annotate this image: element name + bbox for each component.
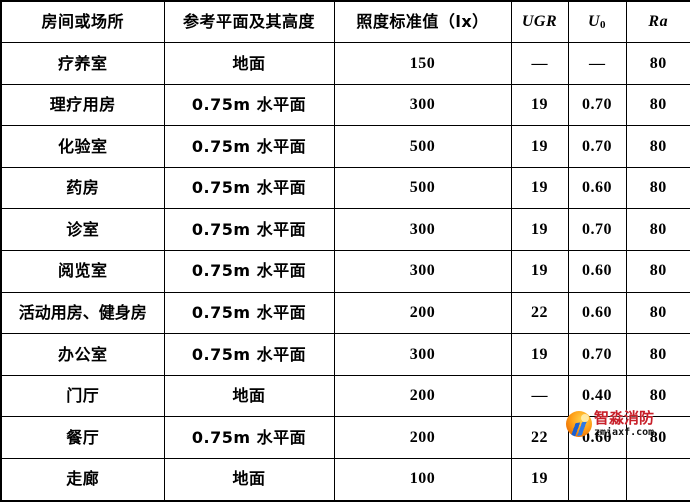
cell-u0: 0.70 — [567, 125, 627, 168]
cell-room: 活动用房、健身房 — [0, 291, 165, 335]
cell-plane: 0.75m 水平面 — [163, 83, 335, 127]
cell-ugr: 22 — [510, 291, 569, 335]
cell-room: 诊室 — [0, 208, 165, 251]
cell-lux: 500 — [333, 166, 512, 210]
column-header-room: 房间或场所 — [0, 0, 165, 43]
cell-u0: 0.70 — [567, 83, 627, 127]
u0-subscript: 0 — [600, 19, 607, 32]
cell-ugr: 19 — [510, 333, 569, 376]
cell-plane: 0.75m 水平面 — [163, 333, 335, 376]
cell-u0: 0.60 — [567, 249, 627, 293]
cell-room: 门厅 — [0, 374, 165, 418]
table-row: 药房 0.75m 水平面 500 19 0.60 80 — [0, 166, 690, 210]
cell-ugr: 19 — [510, 457, 569, 502]
table-row: 办公室 0.75m 水平面 300 19 0.70 80 — [0, 333, 690, 376]
cell-lux: 200 — [333, 291, 512, 335]
table-body: 疗养室 地面 150 — — 80 理疗用房 0.75m 水平面 300 19 … — [0, 42, 690, 502]
cell-lux: 500 — [333, 125, 512, 168]
cell-ra: 80 — [625, 83, 690, 127]
cell-plane: 地面 — [163, 457, 335, 502]
cell-ugr: 19 — [510, 83, 569, 127]
cell-u0: 0.60 — [567, 291, 627, 335]
cell-ra: 80 — [625, 42, 690, 85]
cell-room: 办公室 — [0, 333, 165, 376]
cell-room: 餐厅 — [0, 416, 165, 459]
cell-room: 药房 — [0, 166, 165, 210]
cell-room: 理疗用房 — [0, 83, 165, 127]
cell-u0: 0.70 — [567, 208, 627, 251]
u0-base: U — [587, 13, 601, 31]
lighting-standards-table-container: 房间或场所 参考平面及其高度 照度标准值（lx） UGR U0 Ra 疗养室 地… — [0, 0, 690, 447]
cell-lux: 150 — [333, 42, 512, 85]
cell-room: 阅览室 — [0, 249, 165, 293]
column-header-u0: U0 — [567, 0, 627, 43]
cell-ra: 80 — [625, 208, 690, 251]
cell-ra: 80 — [625, 333, 690, 376]
cell-plane: 0.75m 水平面 — [163, 416, 335, 459]
cell-ra: 80 — [625, 125, 690, 168]
cell-plane: 0.75m 水平面 — [163, 166, 335, 210]
cell-ugr: — — [510, 42, 569, 85]
table-row: 诊室 0.75m 水平面 300 19 0.70 80 — [0, 208, 690, 251]
cell-plane: 0.75m 水平面 — [163, 208, 335, 251]
table-row: 疗养室 地面 150 — — 80 — [0, 42, 690, 85]
cell-lux: 300 — [333, 208, 512, 251]
table-row: 阅览室 0.75m 水平面 300 19 0.60 80 — [0, 249, 690, 293]
table-row: 餐厅 0.75m 水平面 200 22 0.60 80 — [0, 416, 690, 459]
cell-ra: 80 — [625, 416, 690, 459]
cell-u0: 0.60 — [567, 166, 627, 210]
cell-plane: 0.75m 水平面 — [163, 125, 335, 168]
cell-lux: 200 — [333, 416, 512, 459]
column-header-ugr: UGR — [510, 0, 569, 43]
cell-ra: 80 — [625, 249, 690, 293]
cell-u0: 0.60 — [567, 416, 627, 459]
column-header-illuminance: 照度标准值（lx） — [333, 0, 512, 43]
cell-ugr: 22 — [510, 416, 569, 459]
table-row: 门厅 地面 200 — 0.40 80 — [0, 374, 690, 418]
cell-plane: 地面 — [163, 42, 335, 85]
table-row: 活动用房、健身房 0.75m 水平面 200 22 0.60 80 — [0, 291, 690, 335]
cell-room: 化验室 — [0, 125, 165, 168]
cell-lux: 200 — [333, 374, 512, 418]
cell-lux: 100 — [333, 457, 512, 502]
cell-room: 疗养室 — [0, 42, 165, 85]
cell-ugr: — — [510, 374, 569, 418]
cell-lux: 300 — [333, 249, 512, 293]
cell-lux: 300 — [333, 83, 512, 127]
cell-ra: 80 — [625, 374, 690, 418]
table-row: 化验室 0.75m 水平面 500 19 0.70 80 — [0, 125, 690, 168]
cell-ugr: 19 — [510, 125, 569, 168]
table-header: 房间或场所 参考平面及其高度 照度标准值（lx） UGR U0 Ra — [0, 0, 690, 43]
cell-ra — [625, 457, 690, 502]
cell-ugr: 19 — [510, 208, 569, 251]
cell-u0: 0.40 — [567, 374, 627, 418]
cell-plane: 0.75m 水平面 — [163, 249, 335, 293]
cell-u0: 0.70 — [567, 333, 627, 376]
header-row: 房间或场所 参考平面及其高度 照度标准值（lx） UGR U0 Ra — [0, 0, 690, 43]
column-header-reference-plane: 参考平面及其高度 — [163, 0, 335, 43]
column-header-ra: Ra — [625, 0, 690, 43]
cell-lux: 300 — [333, 333, 512, 376]
cell-plane: 0.75m 水平面 — [163, 291, 335, 335]
table-row: 走廊 地面 100 19 — [0, 457, 690, 502]
cell-u0: — — [567, 42, 627, 85]
cell-ra: 80 — [625, 291, 690, 335]
cell-room: 走廊 — [0, 457, 165, 502]
cell-ugr: 19 — [510, 166, 569, 210]
table-row: 理疗用房 0.75m 水平面 300 19 0.70 80 — [0, 83, 690, 127]
cell-ra: 80 — [625, 166, 690, 210]
cell-u0 — [567, 457, 627, 502]
cell-plane: 地面 — [163, 374, 335, 418]
cell-ugr: 19 — [510, 249, 569, 293]
